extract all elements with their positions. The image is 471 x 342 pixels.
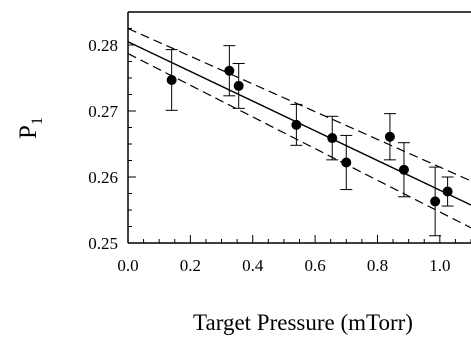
error-bars bbox=[165, 45, 454, 237]
data-point bbox=[398, 164, 409, 175]
y-axis-title-main: P bbox=[15, 125, 42, 139]
data-points bbox=[166, 65, 453, 207]
data-point bbox=[341, 157, 352, 168]
x-axis-title: Target Pressure (mTorr) bbox=[193, 310, 413, 335]
y-tick-label: 0.25 bbox=[88, 234, 118, 253]
data-point bbox=[384, 131, 395, 142]
y-tick-label: 0.27 bbox=[88, 102, 118, 121]
y-tick-labels: 0.25 0.26 0.27 0.28 bbox=[88, 36, 118, 253]
x-tick-label: 0.2 bbox=[180, 256, 201, 275]
x-tick-labels: 0.0 0.2 0.4 0.6 0.8 1.0 bbox=[117, 256, 450, 275]
y-axis-title: P1 bbox=[15, 117, 46, 139]
data-point bbox=[430, 196, 441, 207]
data-point bbox=[442, 186, 453, 197]
data-point bbox=[166, 74, 177, 85]
y-tick-label: 0.26 bbox=[88, 168, 118, 187]
y-tick-label: 0.28 bbox=[88, 36, 118, 55]
data-point bbox=[224, 65, 235, 76]
data-point bbox=[291, 119, 302, 130]
data-point bbox=[327, 133, 338, 144]
y-axis-title-sub: 1 bbox=[29, 117, 46, 125]
x-tick-label: 0.4 bbox=[242, 256, 264, 275]
data-point bbox=[233, 80, 244, 91]
x-tick-label: 0.6 bbox=[304, 256, 325, 275]
x-tick-label: 0.0 bbox=[117, 256, 138, 275]
x-tick-label: 0.8 bbox=[367, 256, 388, 275]
lower-confidence-line bbox=[128, 53, 471, 229]
x-tick-label: 1.0 bbox=[429, 256, 450, 275]
